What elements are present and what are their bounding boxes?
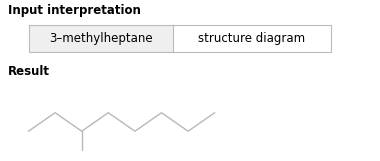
Text: 3–methylheptane: 3–methylheptane (49, 32, 152, 45)
Text: Result: Result (8, 65, 51, 78)
Text: Input interpretation: Input interpretation (8, 4, 141, 17)
FancyBboxPatch shape (173, 25, 331, 52)
FancyBboxPatch shape (28, 25, 173, 52)
Text: structure diagram: structure diagram (198, 32, 305, 45)
